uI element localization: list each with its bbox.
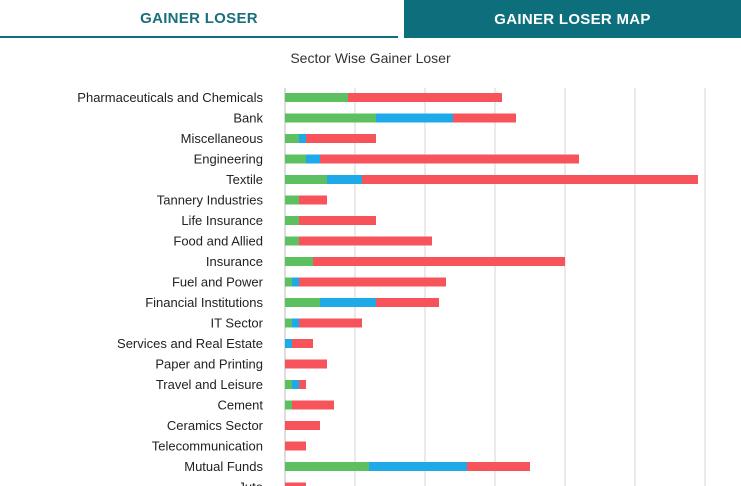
- bar-segment[interactable]: [299, 134, 306, 143]
- bar-segment[interactable]: [453, 113, 516, 123]
- category-label: Textile: [226, 172, 263, 187]
- bar-segment[interactable]: [299, 380, 306, 389]
- bar-segment[interactable]: [306, 134, 376, 143]
- tab-gainer-loser[interactable]: GAINER LOSER: [0, 0, 398, 38]
- category-label: Tannery Industries: [157, 193, 264, 208]
- category-label: Insurance: [206, 254, 263, 269]
- bar-segment[interactable]: [285, 380, 292, 389]
- bar-segment[interactable]: [285, 482, 306, 486]
- bar-segment[interactable]: [285, 236, 299, 246]
- category-label: Fuel and Power: [172, 275, 264, 290]
- category-label: Life Insurance: [181, 213, 263, 228]
- category-labels: Pharmaceuticals and Chemicals Bank Miscell…: [77, 90, 263, 486]
- bar-segment[interactable]: [369, 462, 467, 471]
- bar-segment[interactable]: [285, 441, 306, 451]
- bar-segment[interactable]: [348, 93, 502, 102]
- bar-segment[interactable]: [320, 154, 579, 164]
- bar-segment[interactable]: [285, 257, 313, 266]
- category-label: Food and Allied: [173, 234, 263, 249]
- bar-segment[interactable]: [285, 462, 369, 471]
- bar-segment[interactable]: [285, 298, 320, 307]
- tab-gainer-loser-map[interactable]: GAINER LOSER MAP: [404, 0, 741, 38]
- bar-segment[interactable]: [285, 134, 299, 143]
- bar-segment[interactable]: [285, 421, 320, 430]
- category-label: Cement: [217, 398, 263, 413]
- category-label: Jute: [238, 480, 263, 486]
- bar-segment[interactable]: [362, 175, 698, 184]
- category-label: Telecommunication: [152, 439, 263, 454]
- category-label: IT Sector: [210, 316, 263, 331]
- bar-segment[interactable]: [292, 400, 334, 410]
- bar-segment[interactable]: [299, 318, 362, 328]
- bar-segment[interactable]: [320, 298, 376, 307]
- category-label: Travel and Leisure: [156, 377, 263, 392]
- bar-segment[interactable]: [285, 154, 306, 164]
- bar-segment[interactable]: [306, 154, 320, 164]
- bar-segment[interactable]: [313, 257, 565, 266]
- bar-segment[interactable]: [292, 277, 299, 287]
- bar-segment[interactable]: [285, 216, 299, 225]
- bar-segment[interactable]: [285, 113, 376, 123]
- bar-segment[interactable]: [299, 216, 376, 225]
- bar-segment[interactable]: [299, 236, 432, 246]
- bars: [285, 93, 698, 486]
- category-label: Bank: [233, 111, 263, 126]
- bar-segment[interactable]: [376, 113, 453, 123]
- category-label: Engineering: [194, 152, 263, 167]
- tab-bar: GAINER LOSER GAINER LOSER MAP: [0, 0, 741, 38]
- bar-segment[interactable]: [467, 462, 530, 471]
- category-label: Services and Real Estate: [117, 336, 263, 351]
- bar-segment[interactable]: [285, 400, 292, 410]
- bar-segment[interactable]: [292, 318, 299, 328]
- bar-segment[interactable]: [299, 277, 446, 287]
- bar-segment[interactable]: [285, 318, 292, 328]
- bar-segment[interactable]: [285, 93, 348, 102]
- bar-segment[interactable]: [299, 195, 327, 205]
- bar-segment[interactable]: [285, 195, 299, 205]
- bar-segment[interactable]: [327, 175, 362, 184]
- bar-segment[interactable]: [376, 298, 439, 307]
- chart-title: Sector Wise Gainer Loser: [290, 50, 451, 66]
- category-label: Mutual Funds: [184, 459, 263, 474]
- bar-segment[interactable]: [292, 339, 313, 348]
- bar-segment[interactable]: [285, 277, 292, 287]
- category-label: Ceramics Sector: [167, 418, 264, 433]
- category-label: Miscellaneous: [181, 131, 264, 146]
- bar-segment[interactable]: [285, 339, 292, 348]
- grid-lines: [284, 88, 706, 486]
- category-label: Paper and Printing: [155, 357, 263, 372]
- category-label: Financial Institutions: [145, 295, 263, 310]
- bar-segment[interactable]: [292, 380, 299, 389]
- category-label: Pharmaceuticals and Chemicals: [77, 90, 263, 105]
- bar-segment[interactable]: [285, 359, 327, 369]
- bar-segment[interactable]: [285, 175, 327, 184]
